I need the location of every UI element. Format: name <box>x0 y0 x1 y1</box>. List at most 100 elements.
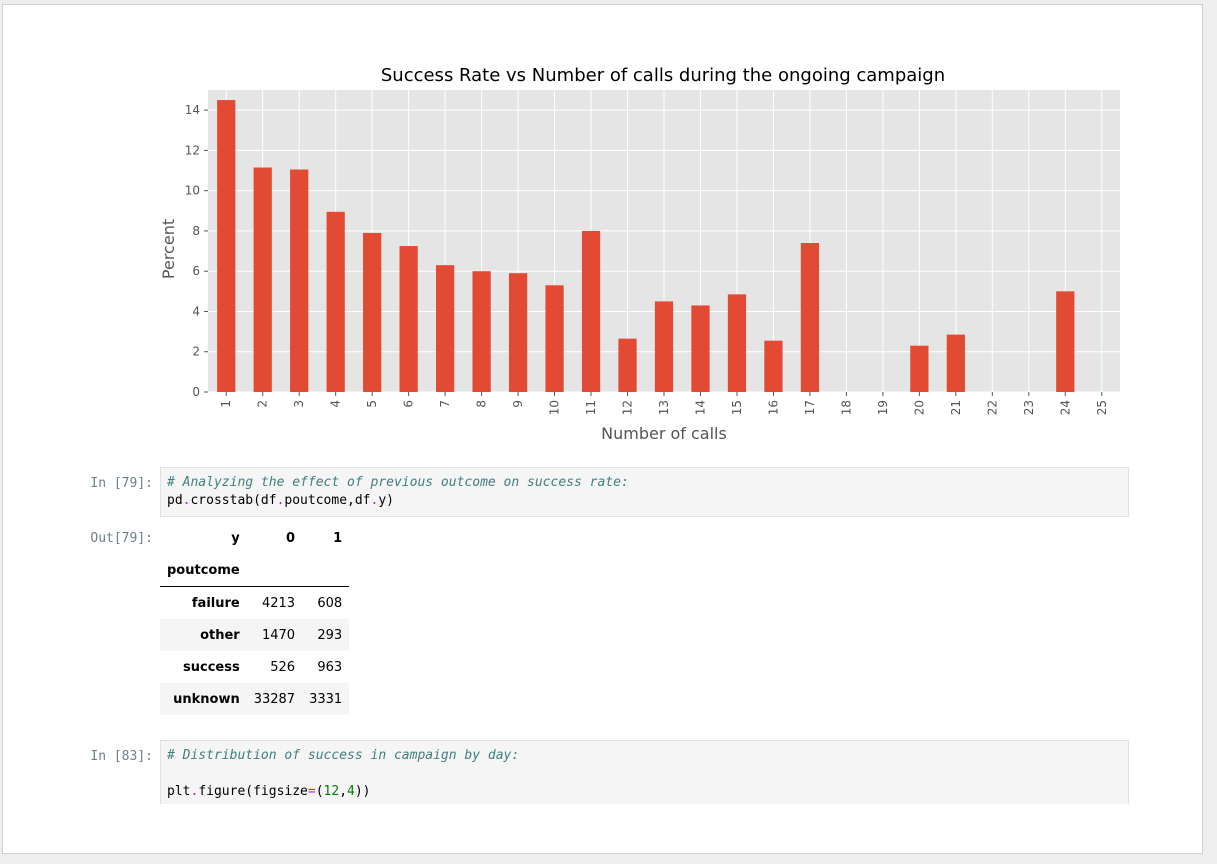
table-row: success 526 963 <box>160 651 349 683</box>
x-tick-label: 4 <box>329 400 343 408</box>
y-tick-label: 10 <box>185 184 200 198</box>
table-cell: 608 <box>317 595 343 611</box>
bar-8 <box>472 271 491 392</box>
code-token: plt <box>167 784 191 799</box>
code-line: # Distribution of success in campaign by… <box>167 747 1122 765</box>
table-row: other 1470 293 <box>160 619 350 651</box>
x-axis-label: Number of calls <box>601 424 727 443</box>
bar-11 <box>581 230 601 392</box>
chart-title: Success Rate vs Number of calls during t… <box>381 65 945 86</box>
x-tick-label: 14 <box>693 400 707 415</box>
cell-prompt-out-79: Out[79]: <box>90 531 153 546</box>
x-tick-label: 9 <box>511 400 525 408</box>
code-token: 4 <box>347 784 355 799</box>
bars <box>217 100 1075 393</box>
x-tick-label: 3 <box>292 400 306 408</box>
table-cell: 3331 <box>302 683 350 715</box>
x-tick-label: 20 <box>912 400 926 415</box>
y-tick-label: 8 <box>192 224 200 238</box>
x-tick-label: 13 <box>657 400 671 415</box>
x-tick-label: 10 <box>548 400 562 415</box>
empty-cell <box>302 554 350 587</box>
table-cell: 963 <box>317 659 343 675</box>
y-tick-label: 12 <box>185 143 200 157</box>
code-line: # Analyzing the effect of previous outco… <box>167 474 1122 492</box>
code-comment: # Analyzing the effect of previous outco… <box>167 475 629 490</box>
bar-16 <box>764 340 783 392</box>
x-tick-label: 23 <box>1022 400 1036 415</box>
x-tick-label: 19 <box>876 400 890 415</box>
x-tick-label: 17 <box>803 400 817 415</box>
notebook-page: 0 2 4 6 8 10 12 14 1 2 3 4 5 6 7 8 9 10 11 12 13 14 15 16 17 18 1… <box>2 4 1203 854</box>
y-tick-label: 4 <box>192 304 200 318</box>
bar-15 <box>727 294 747 392</box>
table-cell: 293 <box>302 619 350 651</box>
bar-10 <box>545 285 564 392</box>
table-cell: 526 <box>270 659 296 675</box>
table-row: unknown 33287 3331 <box>160 683 350 715</box>
x-tick-label: 16 <box>766 400 780 415</box>
code-token: figure(figsize <box>198 784 308 799</box>
x-tick-label: 15 <box>730 400 744 415</box>
x-axis-ticks: 1 2 3 4 5 6 7 8 9 10 11 12 13 14 15 16 17 18 19 20 21 22 23 24 2… <box>219 392 1109 415</box>
code-token: , <box>339 784 348 799</box>
row-label: success <box>183 659 240 675</box>
bar-2 <box>253 167 272 392</box>
x-tick-label: 22 <box>985 400 999 415</box>
bar-1 <box>217 100 236 393</box>
code-line: pd.crosstab(df.poutcome,df.y) <box>167 492 1122 510</box>
x-tick-label: 12 <box>621 400 635 415</box>
code-token: . <box>276 493 285 508</box>
index-header-label: poutcome <box>160 554 247 587</box>
row-label: other <box>160 619 247 651</box>
code-cell-crosstab[interactable]: # Analyzing the effect of previous outco… <box>160 467 1129 517</box>
y-tick-label: 0 <box>192 385 200 399</box>
crosstab-table: y 0 1 poutcome failure 4213 608 other 14… <box>160 522 350 715</box>
cell-prompt-in-79: In [79]: <box>90 476 153 491</box>
code-token: . <box>182 493 191 508</box>
code-token: pd <box>167 493 183 508</box>
code-token: y) <box>378 493 394 508</box>
column-header-label: y <box>231 530 240 546</box>
table-cell: 4213 <box>261 595 296 611</box>
y-tick-label: 2 <box>192 345 200 359</box>
bar-chart: 0 2 4 6 8 10 12 14 1 2 3 4 5 6 7 8 9 10 11 12 13 14 15 16 17 18 1… <box>3 5 1204 455</box>
bar-4 <box>326 211 345 392</box>
code-line: plt.figure(figsize=(12,4)) <box>167 783 1122 801</box>
bar-20 <box>910 345 929 392</box>
x-tick-label: 5 <box>365 400 379 408</box>
y-tick-label: 14 <box>185 103 200 117</box>
table-cell: 33287 <box>246 683 303 715</box>
bar-13 <box>654 301 674 392</box>
code-cell-figure[interactable]: # Distribution of success in campaign by… <box>160 740 1129 804</box>
y-axis-label: Percent <box>159 219 178 279</box>
x-tick-label: 18 <box>839 400 853 415</box>
bar-21 <box>946 334 965 392</box>
code-token: . <box>190 784 199 799</box>
bar-17 <box>800 243 820 392</box>
code-token: )) <box>354 784 371 799</box>
bar-24 <box>1056 291 1075 392</box>
code-line <box>167 765 1122 783</box>
code-comment: # Distribution of success in campaign by… <box>167 748 520 763</box>
code-token: ( <box>315 784 324 799</box>
column-header: 0 <box>286 530 296 546</box>
code-token: . <box>370 493 379 508</box>
row-label: unknown <box>160 683 247 715</box>
y-axis-ticks: 0 2 4 6 8 10 12 14 <box>185 103 208 399</box>
x-tick-label: 21 <box>949 400 963 415</box>
bar-5 <box>363 232 382 392</box>
x-tick-label: 7 <box>438 400 452 408</box>
bar-7 <box>436 265 455 392</box>
x-tick-label: 25 <box>1095 400 1109 415</box>
table-row: failure 4213 608 <box>160 587 349 620</box>
code-token: crosstab(df <box>190 493 277 508</box>
empty-cell <box>246 554 303 587</box>
code-token: = <box>307 784 316 799</box>
code-token: poutcome,df <box>284 493 371 508</box>
x-tick-label: 8 <box>475 400 489 408</box>
column-header: 1 <box>333 530 343 546</box>
bar-9 <box>508 273 528 392</box>
x-tick-label: 11 <box>584 400 598 415</box>
